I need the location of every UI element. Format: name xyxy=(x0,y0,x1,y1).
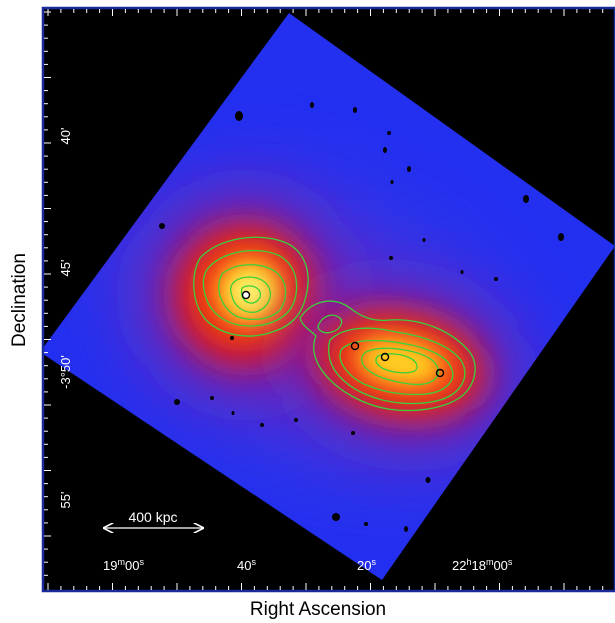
y-axis-title: Declination xyxy=(9,253,30,347)
marker-west-1 xyxy=(350,341,360,351)
axis-frame xyxy=(41,6,615,593)
marker-west-3 xyxy=(435,368,445,378)
marker-east-cluster xyxy=(241,290,251,300)
ra-tick-label: 20s xyxy=(357,557,376,573)
west-cluster-emission xyxy=(290,291,510,439)
marker-west-2 xyxy=(380,352,390,362)
scale-bar-label: 400 kpc xyxy=(128,509,177,525)
contours xyxy=(193,236,476,412)
ra-tick-label: 22h18m00s xyxy=(452,557,513,573)
dec-tick-label: 45' xyxy=(58,260,73,277)
dec-tick-label: -3°50' xyxy=(58,355,73,389)
ra-tick-label: 40s xyxy=(237,557,256,573)
ra-tick-label: 19m00s xyxy=(103,557,144,573)
point-sources xyxy=(159,102,564,532)
dec-tick-labels: 40' 45' -3°50' 55' xyxy=(58,128,73,509)
x-axis-title: Right Ascension xyxy=(250,599,386,620)
ra-tick-labels: 19m00s 40s 20s 22h18m00s xyxy=(103,557,513,573)
scale-bar: 400 kpc xyxy=(104,509,203,528)
dec-tick-label: 40' xyxy=(58,128,73,145)
galaxy-markers xyxy=(241,290,445,378)
dec-tick-label: 55' xyxy=(58,492,73,509)
